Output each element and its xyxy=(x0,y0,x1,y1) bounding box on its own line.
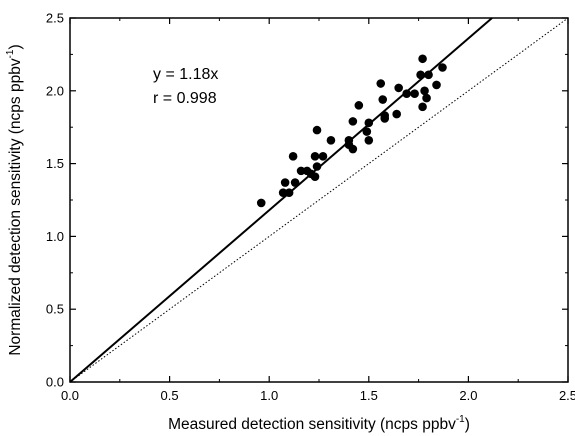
data-point xyxy=(402,89,411,99)
data-point xyxy=(378,95,388,104)
data-point xyxy=(256,198,266,208)
data-point xyxy=(348,117,358,126)
reference-line-1to1 xyxy=(69,17,569,383)
data-point xyxy=(318,152,328,161)
x-tick-label: 2.0 xyxy=(459,388,477,403)
data-point xyxy=(364,136,374,145)
y-tick-label: 1.0 xyxy=(46,229,64,244)
x-tick-label: 1.5 xyxy=(360,388,378,403)
data-point xyxy=(418,54,427,64)
data-point xyxy=(362,127,372,136)
data-point xyxy=(348,144,358,154)
plot-marks xyxy=(69,17,569,383)
data-point xyxy=(312,125,322,135)
data-point xyxy=(278,188,288,198)
data-point xyxy=(410,89,419,99)
y-axis-title: Normalized detection sensitivity (ncps p… xyxy=(5,44,24,355)
data-point xyxy=(312,162,322,171)
x-axis-title-tail: ) xyxy=(465,416,470,433)
x-tick-label: 0.0 xyxy=(61,388,79,403)
y-tick-label: 1.5 xyxy=(46,156,64,171)
correlation-label: r = 0.998 xyxy=(153,90,217,107)
y-axis-title-main: Normalized detection sensitivity (ncps p… xyxy=(7,58,24,355)
data-point xyxy=(284,188,294,198)
axis-ticks: 0.0 0.5 1.0 1.5 2.0 2.5 0.0 0.5 1.0 1.5 2.0 2.5 xyxy=(46,11,575,404)
y-tick-label: 0.5 xyxy=(46,302,64,317)
data-point xyxy=(416,70,425,80)
x-tick-label: 2.5 xyxy=(559,388,575,403)
x-axis-title-main: Measured detection sensitivity (ncps ppb… xyxy=(168,416,456,433)
data-point xyxy=(376,79,386,88)
data-point xyxy=(290,178,300,187)
data-point xyxy=(422,93,431,103)
y-tick-label: 2.5 xyxy=(46,11,64,26)
data-point xyxy=(392,109,401,119)
y-axis-title-tail: ) xyxy=(7,44,24,49)
data-point xyxy=(310,152,320,161)
y-tick-label: 0.0 xyxy=(46,375,64,390)
x-tick-label: 0.5 xyxy=(161,388,179,403)
data-point xyxy=(420,86,429,96)
fit-equation-label: y = 1.18x xyxy=(153,66,218,83)
x-tick-label: 1.0 xyxy=(260,388,278,403)
data-point xyxy=(394,83,403,93)
y-tick-label: 2.0 xyxy=(46,83,64,98)
data-point xyxy=(432,80,441,90)
data-point xyxy=(354,101,364,110)
data-point xyxy=(296,166,306,176)
y-axis-title-superscript: -1 xyxy=(5,49,16,58)
x-axis-title-superscript: -1 xyxy=(456,414,465,425)
data-point xyxy=(326,136,336,145)
data-point xyxy=(310,172,320,182)
data-point xyxy=(280,178,290,187)
data-point xyxy=(364,118,374,128)
data-point xyxy=(424,70,433,80)
data-point xyxy=(418,102,427,112)
data-point xyxy=(380,114,390,123)
data-point xyxy=(438,63,447,72)
x-axis-title: Measured detection sensitivity (ncps ppb… xyxy=(168,414,470,433)
data-point xyxy=(288,152,298,161)
